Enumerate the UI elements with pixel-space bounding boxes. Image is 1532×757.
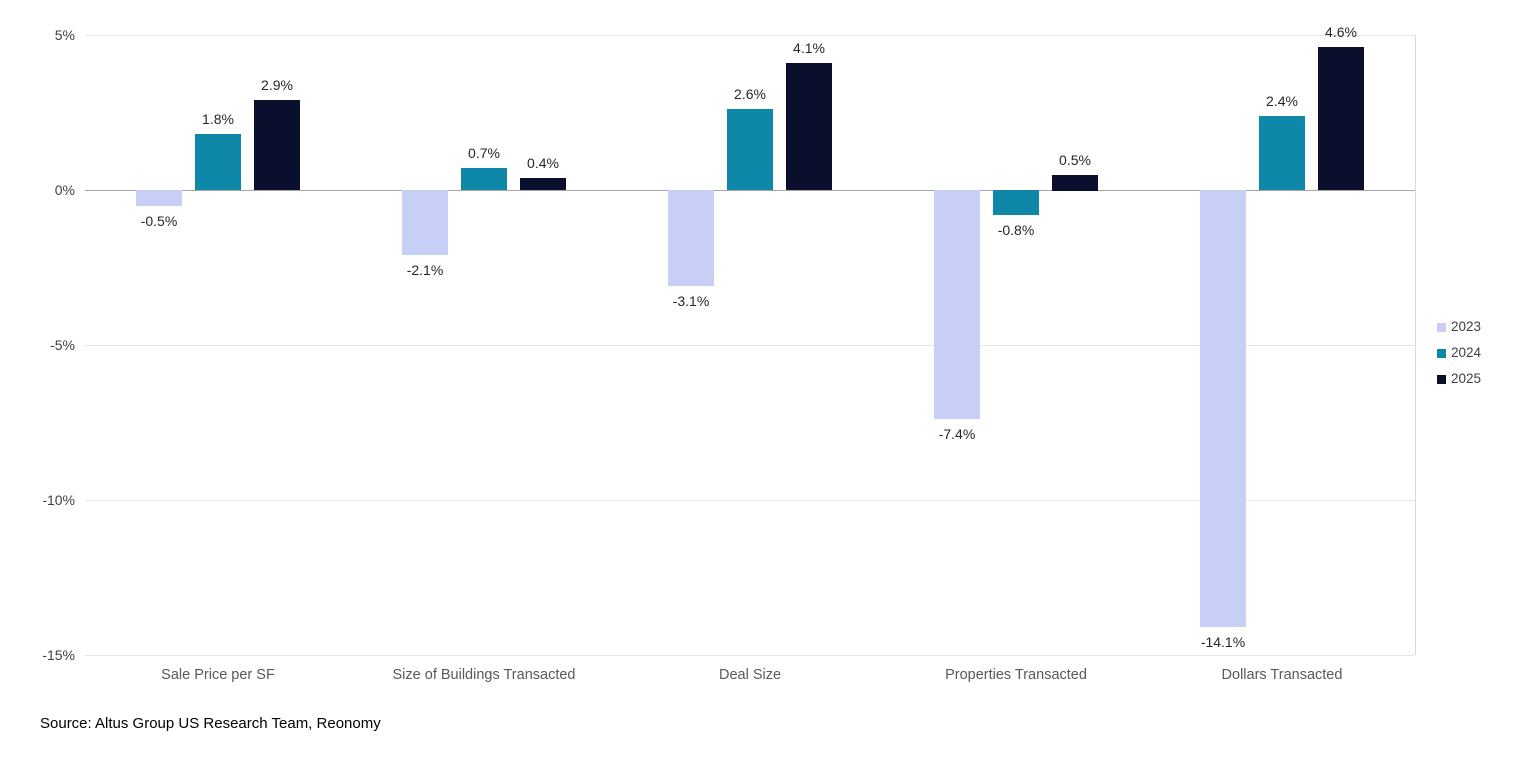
x-axis-category-label: Dollars Transacted [1221,667,1343,683]
bar-2023 [1200,190,1246,627]
gridline [85,500,1415,501]
bar-value-label: -7.4% [938,426,976,442]
y-axis-tick-label: -10% [42,492,75,508]
bar-value-label: 4.1% [793,40,825,56]
bar-value-label: -2.1% [406,262,444,278]
gridline [85,345,1415,346]
x-axis-category-label: Properties Transacted [945,667,1087,683]
bar-2024 [1259,116,1305,190]
bar-value-label: -0.5% [140,213,178,229]
bar-value-label: 1.8% [202,111,234,127]
bar-value-label: 0.7% [468,145,500,161]
x-axis-category-label: Size of Buildings Transacted [392,667,576,683]
y-axis-tick-label: 0% [54,182,75,198]
bar-value-label: 2.4% [1266,93,1298,109]
bar-value-label: 0.4% [527,155,559,171]
legend-item-2024: 2024 [1437,345,1481,361]
bar-value-label: 2.6% [734,86,766,102]
y-axis-tick-label: -15% [42,647,75,663]
gridline [85,35,1415,36]
bar-2023 [668,190,714,286]
bar-2023 [934,190,980,419]
gridline [85,655,1415,656]
bar-value-label: -3.1% [672,293,710,309]
legend-swatch-icon [1437,322,1446,332]
legend-item-2023: 2023 [1437,319,1481,335]
bar-value-label: 4.6% [1325,24,1357,40]
legend-swatch-icon [1437,348,1446,358]
bar-value-label: 2.9% [261,77,293,93]
legend-label: 2023 [1451,319,1482,334]
bar-2023 [136,190,182,206]
y-axis-tick-label: -5% [50,337,75,353]
bar-2024 [461,168,507,190]
bar-2024 [993,190,1039,215]
bar-2025 [520,178,566,190]
x-axis-category-label: Deal Size [718,667,782,683]
bar-2025 [1052,175,1098,191]
legend-label: 2025 [1451,371,1482,386]
bar-value-label: -0.8% [997,222,1035,238]
bar-2024 [195,134,241,190]
bar-2024 [727,109,773,190]
bar-2025 [254,100,300,190]
bar-value-label: -14.1% [1200,634,1246,650]
plot-right-border [1415,35,1416,655]
legend-label: 2024 [1451,345,1482,360]
bar-2025 [1318,47,1364,190]
legend-item-2025: 2025 [1437,371,1481,387]
bar-2025 [786,63,832,190]
y-axis-tick-label: 5% [54,27,75,43]
source-note: Source: Altus Group US Research Team, Re… [40,715,381,732]
bar-value-label: 0.5% [1059,152,1091,168]
legend-swatch-icon [1437,374,1446,384]
chart-legend: 2023 2024 2025 [1437,319,1481,397]
zero-axis-line [85,190,1415,191]
x-axis-category-label: Sale Price per SF [161,667,275,683]
bar-2023 [402,190,448,255]
